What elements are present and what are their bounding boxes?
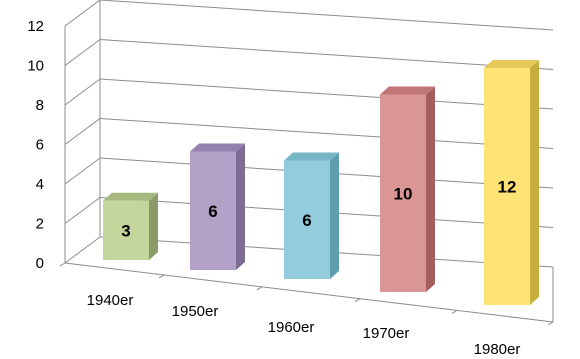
- data-label: 6: [208, 202, 217, 221]
- axes: [59, 0, 554, 326]
- y-tick-label: 0: [36, 255, 44, 272]
- x-tick-mark: [158, 274, 165, 279]
- bar-front-face: [484, 68, 530, 305]
- bar-front-face: [284, 160, 330, 279]
- bar-top-face: [380, 86, 435, 95]
- bar-side-face: [426, 86, 435, 292]
- gridline-left-wall: [64, 197, 101, 224]
- gridline-left-wall: [64, 157, 101, 185]
- bar-side-face: [330, 152, 339, 279]
- bar-1960er: [284, 152, 339, 279]
- gridline: [99, 118, 554, 149]
- gridline: [99, 39, 554, 70]
- y-tick-label: 2: [36, 216, 44, 233]
- x-category-label: 1970er: [363, 325, 410, 342]
- bar-front-face: [103, 200, 149, 260]
- gridline-left-wall: [64, 0, 101, 27]
- data-label: 6: [302, 211, 311, 230]
- bar-side-face: [236, 143, 245, 270]
- y-tick-label: 12: [27, 18, 44, 35]
- bar-side-face: [149, 192, 158, 260]
- data-labels: 3 6 6 10 12: [121, 178, 516, 241]
- x-category-label: 1980er: [474, 341, 521, 358]
- bar-1950er: [190, 143, 245, 270]
- x-category-label: 1960er: [268, 319, 315, 336]
- y-tick-label: 10: [27, 58, 44, 75]
- bar-1980er: [484, 60, 539, 305]
- gridline-left-wall: [64, 118, 101, 145]
- x-tick-mark: [451, 309, 458, 314]
- gridline: [99, 78, 554, 110]
- bar-1970er: [380, 86, 435, 292]
- gridline: [99, 0, 554, 31]
- gridline-left-wall: [64, 39, 101, 66]
- bar-top-face: [484, 60, 539, 68]
- x-tick-mark: [256, 286, 263, 291]
- x-category-label: 1940er: [87, 292, 134, 309]
- y-axis-tick-labels: 0 2 4 6 8 10 12: [27, 18, 44, 272]
- y-tick-label: 4: [36, 176, 44, 193]
- x-tick-mark: [59, 262, 66, 267]
- bar-1940er: [103, 192, 158, 260]
- x-category-label: 1950er: [172, 303, 219, 320]
- x-axis-category-labels: 1940er 1950er 1960er 1970er 1980er: [87, 292, 521, 358]
- y-tick-label: 6: [36, 137, 44, 154]
- bars: [103, 60, 539, 305]
- data-label: 3: [121, 221, 130, 240]
- bar-front-face: [380, 94, 426, 292]
- data-label: 12: [498, 178, 517, 197]
- bar-top-face: [284, 152, 339, 161]
- x-axis-line: [64, 262, 554, 323]
- bar-side-face: [530, 60, 539, 305]
- bar-top-face: [103, 192, 158, 201]
- gridline-left-wall: [64, 78, 101, 106]
- x-tick-mark: [354, 298, 361, 303]
- x-tick-mark: [547, 321, 554, 326]
- data-label: 10: [394, 184, 413, 203]
- bar-top-face: [190, 143, 245, 152]
- y-tick-label: 8: [36, 97, 44, 114]
- bar-front-face: [190, 151, 236, 270]
- gridline-left-wall: [64, 236, 101, 264]
